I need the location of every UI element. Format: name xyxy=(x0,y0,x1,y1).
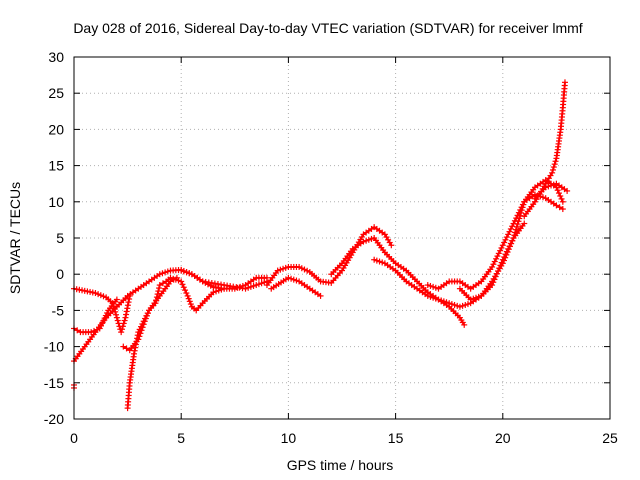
y-tick-label: 5 xyxy=(56,230,64,246)
tick-labels: 0 5 10 15 20 25 -20 -15 -10 -5 0 5 10 15 20 25 30 xyxy=(44,49,618,446)
x-tick-label: 0 xyxy=(70,430,78,446)
x-axis-label: GPS time / hours xyxy=(287,457,394,473)
y-tick-label: -10 xyxy=(44,339,64,355)
y-axis-label: SDTVAR / TECUs xyxy=(7,182,23,294)
satellite-track-6 xyxy=(178,267,270,292)
x-tick-label: 25 xyxy=(602,430,618,446)
x-tick-label: 15 xyxy=(388,430,404,446)
satellite-track-10 xyxy=(371,256,468,328)
satellite-track-7 xyxy=(263,224,395,289)
y-tick-label: 0 xyxy=(56,266,64,282)
y-tick-label: 10 xyxy=(48,194,64,210)
satellite-track-12 xyxy=(456,191,566,303)
satellite-track-5 xyxy=(120,274,228,354)
y-tick-label: -20 xyxy=(44,411,64,427)
satellite-track-14 xyxy=(531,180,571,202)
x-tick-label: 10 xyxy=(281,430,297,446)
satellite-track-9 xyxy=(328,220,528,310)
y-tick-label: -5 xyxy=(52,302,65,318)
y-tick-label: 20 xyxy=(48,121,64,137)
data-series xyxy=(71,79,571,412)
y-tick-label: 25 xyxy=(48,85,64,101)
x-tick-label: 5 xyxy=(177,430,185,446)
grid xyxy=(74,57,610,419)
x-tick-label: 20 xyxy=(495,430,511,446)
satellite-track-8 xyxy=(268,274,324,299)
chart-title: Day 028 of 2016, Sidereal Day-to-day VTE… xyxy=(73,20,582,36)
y-tick-label: -15 xyxy=(44,375,64,391)
axis-ticks xyxy=(73,56,611,420)
y-tick-label: 15 xyxy=(48,158,64,174)
series-line xyxy=(458,193,564,301)
y-tick-label: 30 xyxy=(48,49,64,65)
